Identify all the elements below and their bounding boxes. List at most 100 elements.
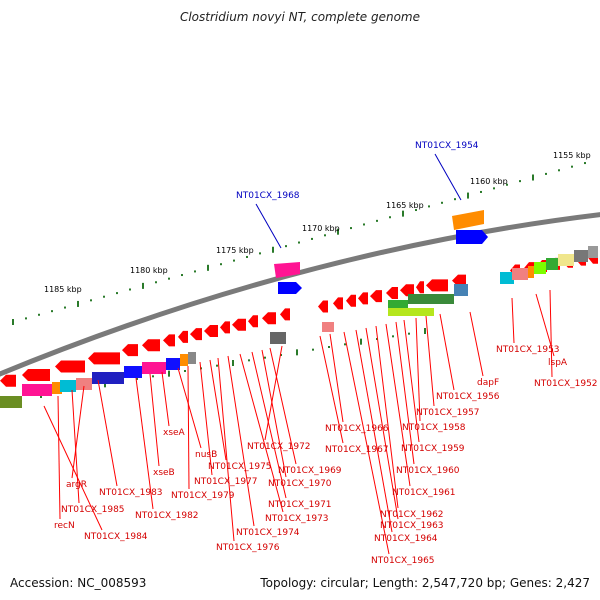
tick-mark — [264, 356, 266, 359]
gene-block — [92, 372, 124, 384]
label-leader — [365, 327, 399, 520]
gene-label: NT01CX_1975 — [208, 462, 272, 472]
gene-label: NT01CX_1956 — [436, 392, 500, 402]
highlight-leader — [434, 153, 462, 201]
gene-arrow — [346, 294, 356, 307]
tick-mark — [519, 180, 521, 183]
gene-arrow — [88, 352, 120, 365]
gene-block — [534, 262, 546, 274]
gene-label: NT01CX_1983 — [99, 488, 163, 498]
tick-mark — [259, 252, 261, 255]
label-leader — [415, 317, 421, 422]
gene-arrow — [452, 274, 466, 287]
label-leader-lines — [43, 153, 555, 555]
label-leader — [71, 385, 85, 479]
label-leader — [217, 357, 235, 542]
gene-label: xseB — [153, 468, 175, 478]
label-leader — [511, 297, 515, 344]
gene-block — [76, 378, 92, 390]
gene-label: NT01CX_1984 — [84, 532, 148, 542]
label-leader — [161, 371, 170, 427]
tick-mark — [344, 343, 346, 346]
tick-mark — [272, 246, 274, 253]
tick-mark — [392, 335, 394, 338]
gene-block — [270, 332, 286, 344]
tick-mark — [285, 245, 287, 248]
gene-arrow — [370, 290, 382, 303]
tick-mark — [402, 210, 404, 217]
tick-mark — [246, 255, 248, 258]
tick-mark — [220, 263, 222, 266]
gene-arrow — [248, 315, 258, 328]
gene-label: NT01CX_1971 — [268, 500, 332, 510]
tick-mark — [506, 183, 508, 186]
gene-arrow — [426, 279, 448, 292]
gene-arrow — [55, 360, 85, 373]
tick-mark — [232, 360, 234, 366]
label-leader — [199, 361, 213, 476]
gene-nt01cx-1954-block — [452, 210, 484, 230]
gene-label: NT01CX_1953 — [496, 345, 560, 355]
gene-arrow — [318, 300, 328, 313]
kbp-label: 1155 kbp — [553, 151, 591, 160]
gene-label: NT01CX_1974 — [236, 528, 300, 538]
tick-mark — [168, 277, 170, 280]
highlight-leader — [255, 203, 282, 249]
map-title: Clostridium novyi NT, complete genome — [179, 10, 421, 24]
tick-mark — [324, 234, 326, 237]
gene-label: NT01CX_1979 — [171, 491, 235, 501]
gene-block — [500, 272, 514, 284]
gene-labels: 1155 kbp 1160 kbp 1165 kbp 1170 kbp 1175 kbp… — [44, 141, 598, 566]
gene-label: argR — [66, 480, 87, 490]
gene-block — [124, 366, 142, 378]
gene-features — [0, 210, 598, 408]
gene-label: NT01CX_1952 — [534, 379, 598, 389]
gene-block — [558, 254, 574, 266]
gene-label: NT01CX_1958 — [402, 423, 466, 433]
tick-mark — [571, 165, 573, 168]
tick-mark — [467, 192, 469, 199]
kbp-label: 1185 kbp — [44, 285, 82, 294]
gene-label: NT01CX_1963 — [380, 521, 444, 531]
gene-label: NT01CX_1969 — [278, 466, 342, 476]
tick-mark — [103, 295, 105, 298]
gene-block — [388, 308, 434, 316]
tick-mark — [90, 299, 92, 302]
tick-mark — [415, 209, 417, 212]
gene-label: NT01CX_1970 — [268, 479, 332, 489]
tick-mark — [25, 317, 27, 320]
kbp-label: 1180 kbp — [130, 266, 168, 275]
gene-label: NT01CX_1959 — [401, 444, 465, 454]
gene-arrow — [220, 321, 230, 334]
tick-mark — [298, 241, 300, 244]
label-leader — [43, 405, 103, 531]
tick-mark — [136, 378, 138, 380]
tick-mark — [184, 370, 186, 372]
gene-label: NT01CX_1960 — [396, 466, 460, 476]
tick-mark — [408, 332, 410, 335]
gene-block — [142, 362, 166, 374]
tick-mark — [168, 370, 170, 377]
gene-arrow — [333, 297, 343, 310]
tick-mark — [77, 300, 79, 307]
label-leader — [403, 319, 420, 443]
gene-label: NT01CX_1965 — [371, 556, 435, 566]
gene-label: NT01CX_1973 — [265, 514, 329, 524]
tick-mark — [389, 216, 391, 219]
gene-block — [454, 284, 468, 296]
tick-mark — [311, 237, 313, 240]
gene-label: NT01CX_1976 — [216, 543, 280, 553]
label-leader — [385, 323, 411, 487]
tick-mark — [454, 198, 456, 201]
tick-mark — [233, 259, 235, 262]
gene-label: NT01CX_1967 — [325, 445, 389, 455]
label-leader — [549, 289, 553, 378]
gene-arrow — [22, 368, 50, 381]
gene-arrow — [386, 286, 398, 299]
gene-label: NT01CX_1962 — [380, 510, 444, 520]
gene-label: NT01CX_1977 — [194, 477, 258, 487]
kbp-label: 1165 kbp — [386, 201, 424, 210]
label-leader — [135, 377, 154, 510]
gene-arrow — [358, 292, 368, 305]
